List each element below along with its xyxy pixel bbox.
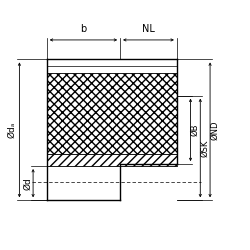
Text: ØB: ØB	[190, 124, 200, 136]
Polygon shape	[47, 154, 177, 166]
Text: b: b	[80, 24, 86, 34]
Text: Ød: Ød	[24, 177, 33, 190]
Text: ØSK: ØSK	[200, 139, 209, 157]
Text: NL: NL	[142, 24, 155, 34]
Polygon shape	[47, 73, 177, 154]
Text: Ødₐ: Ødₐ	[7, 122, 16, 138]
Text: ØND: ØND	[210, 120, 219, 140]
